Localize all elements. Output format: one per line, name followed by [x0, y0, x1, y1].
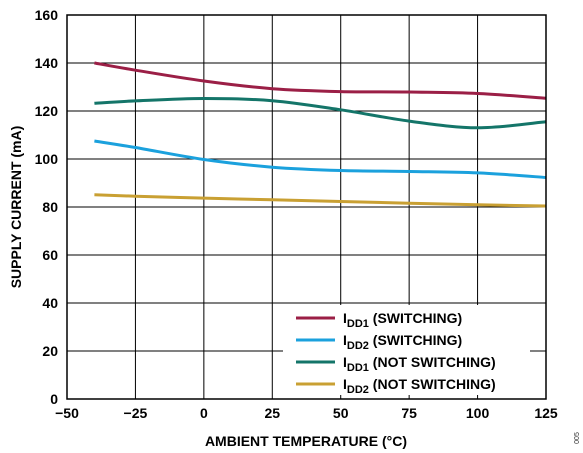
y-tick-label: 20	[42, 343, 58, 359]
series-lines	[94, 61, 547, 208]
y-tick-label: 140	[35, 55, 59, 71]
figure-side-code: 005	[574, 432, 581, 444]
y-tick-label: 40	[42, 295, 58, 311]
legend-label-1: IDD1 (SWITCHING)	[343, 310, 462, 330]
x-axis-ticks: −50 −25 0 25 50 75 100 125	[55, 405, 558, 421]
y-tick-label: 160	[35, 7, 59, 23]
x-tick-label: 75	[401, 405, 417, 421]
legend-label-4: IDD2 (NOT SWITCHING)	[343, 376, 496, 396]
y-axis-title: SUPPLY CURRENT (mA)	[8, 126, 24, 289]
legend-label-3: IDD1 (NOT SWITCHING)	[343, 354, 496, 374]
y-tick-label: 120	[35, 103, 59, 119]
legend-label-2: IDD2 (SWITCHING)	[343, 332, 462, 352]
series-line-1	[94, 61, 547, 100]
y-tick-label: 60	[42, 247, 58, 263]
grid-lines	[67, 15, 546, 399]
y-tick-label: 0	[50, 391, 58, 407]
y-tick-label: 100	[35, 151, 59, 167]
x-tick-label: 100	[466, 405, 490, 421]
x-tick-label: 125	[534, 405, 558, 421]
series-line-4	[94, 193, 547, 208]
x-axis-title: AMBIENT TEMPERATURE (°C)	[205, 433, 407, 449]
x-tick-label: −50	[55, 405, 79, 421]
legend-background	[283, 305, 530, 395]
x-tick-label: −25	[124, 405, 148, 421]
x-tick-label: 50	[333, 405, 349, 421]
x-tick-label: 0	[200, 405, 208, 421]
y-tick-label: 80	[42, 199, 58, 215]
plot-frame	[66, 14, 547, 400]
legend: IDD1 (SWITCHING)IDD2 (SWITCHING)IDD1 (NO…	[283, 305, 530, 396]
series-line-2	[94, 139, 547, 179]
y-axis-ticks: 0 20 40 60 80 100 120 140 160	[35, 7, 59, 407]
x-tick-label: 25	[264, 405, 280, 421]
series-line-3	[94, 97, 547, 130]
